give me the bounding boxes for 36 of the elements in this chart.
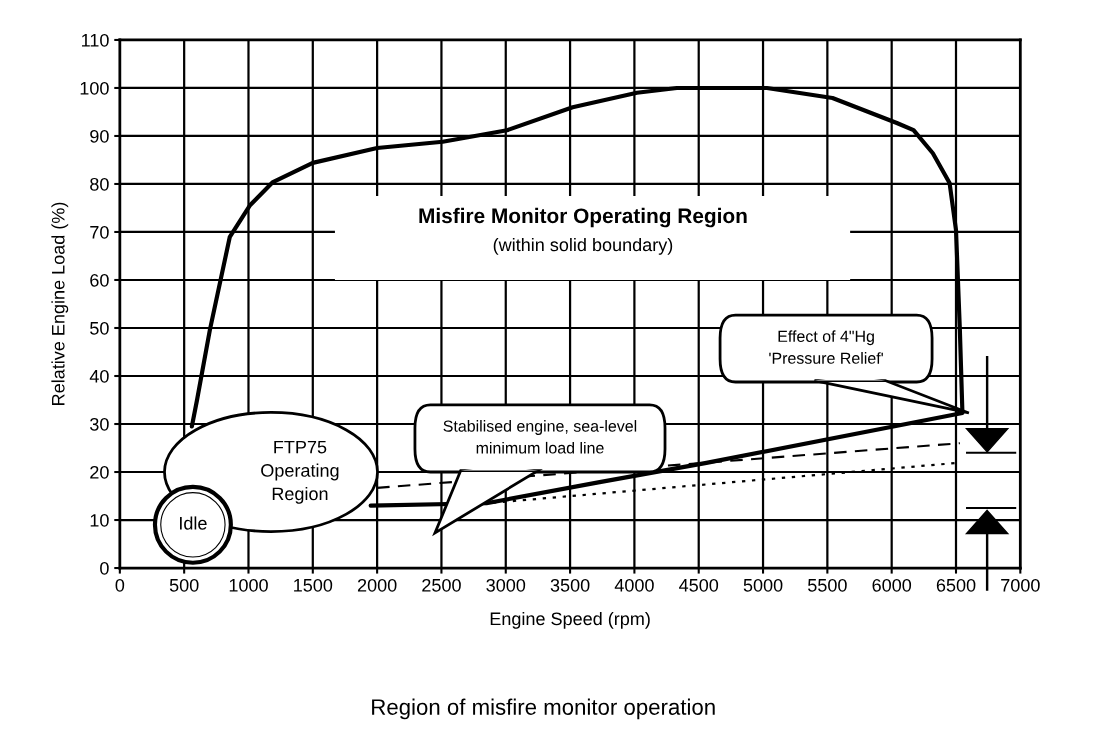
x-tick-label: 4000 xyxy=(614,578,654,592)
y-tick-label: 40 xyxy=(89,369,109,383)
x-tick-label: 0 xyxy=(115,578,125,592)
y-tick-label: 0 xyxy=(100,561,109,575)
y-tick-label: 20 xyxy=(90,465,109,479)
y-tick-label: 80 xyxy=(90,177,109,191)
x-tick-label: 4500 xyxy=(679,578,719,592)
x-tick-label: 3500 xyxy=(550,578,590,592)
x-tick-label: 2000 xyxy=(357,578,397,592)
y-tick-label: 100 xyxy=(80,81,109,95)
x-tick-label: 5500 xyxy=(808,578,847,592)
annotation: Idle xyxy=(180,516,207,530)
x-tick-label: 1500 xyxy=(294,578,333,592)
y-tick-label: 30 xyxy=(90,417,109,431)
y-tick-label: 50 xyxy=(90,321,109,335)
annotation: FTP75 Operating Region xyxy=(261,440,339,504)
x-tick-label: 500 xyxy=(169,578,199,592)
annotation: Effect of 4"Hg 'Pressure Relief' xyxy=(769,330,883,364)
text: Region of misfire monitor operation xyxy=(372,698,715,720)
y-axis-title: Relative Engine Load (%) xyxy=(51,202,69,405)
x-tick-label: 7000 xyxy=(1001,578,1040,592)
y-tick-label: 110 xyxy=(82,33,109,47)
x-tick-label: 6500 xyxy=(936,578,976,592)
annotation: (within solid boundary) xyxy=(493,237,673,255)
x-tick-label: 5000 xyxy=(743,578,783,592)
y-tick-label: 90 xyxy=(90,129,109,143)
x-tick-label: 1000 xyxy=(229,578,268,592)
y-tick-label: 60 xyxy=(90,273,109,287)
annotation: Misfire Monitor Operating Region xyxy=(419,207,747,228)
y-tick-label: 10 xyxy=(90,513,109,527)
x-axis-title: Engine Speed (rpm) xyxy=(490,611,650,629)
y-tick-label: 70 xyxy=(90,225,109,239)
x-tick-label: 6000 xyxy=(872,578,912,592)
x-tick-label: 3000 xyxy=(486,578,526,592)
annotation: Stabilised engine, sea-level minimum load line xyxy=(443,420,637,454)
x-tick-label: 2500 xyxy=(422,578,461,592)
